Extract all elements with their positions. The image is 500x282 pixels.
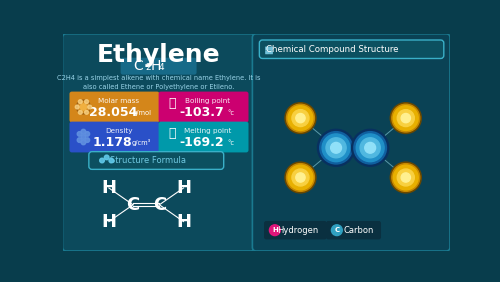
Circle shape [394, 165, 418, 190]
Text: Ethylene: Ethylene [97, 43, 220, 67]
Text: C: C [126, 196, 140, 214]
Circle shape [360, 138, 380, 158]
Circle shape [365, 142, 376, 153]
FancyBboxPatch shape [158, 122, 248, 152]
Text: C: C [334, 227, 340, 233]
Circle shape [85, 138, 89, 142]
Text: 🌡: 🌡 [168, 97, 175, 110]
Text: -169.2: -169.2 [180, 136, 224, 149]
Circle shape [292, 169, 309, 186]
Text: 1.178: 1.178 [93, 136, 132, 149]
Text: 2: 2 [146, 63, 151, 72]
Text: C: C [134, 59, 143, 73]
FancyBboxPatch shape [120, 58, 196, 75]
Circle shape [85, 132, 89, 136]
Text: Melting point: Melting point [184, 128, 232, 134]
Text: Density: Density [105, 128, 132, 134]
Circle shape [286, 164, 314, 191]
FancyBboxPatch shape [264, 221, 327, 239]
Text: H: H [176, 213, 191, 231]
Circle shape [77, 138, 82, 142]
Circle shape [332, 225, 342, 235]
Circle shape [330, 142, 342, 153]
Circle shape [286, 104, 314, 132]
FancyBboxPatch shape [269, 50, 273, 54]
Circle shape [77, 132, 82, 136]
Circle shape [392, 104, 419, 132]
FancyBboxPatch shape [265, 50, 269, 54]
Text: g/cm³: g/cm³ [132, 139, 152, 146]
Circle shape [352, 129, 389, 166]
FancyBboxPatch shape [89, 152, 224, 169]
Circle shape [104, 155, 109, 160]
Circle shape [326, 138, 346, 158]
Text: H: H [102, 213, 116, 231]
Text: -103.7: -103.7 [180, 106, 224, 119]
Circle shape [320, 132, 352, 164]
FancyBboxPatch shape [70, 92, 160, 122]
Text: Carbon: Carbon [344, 226, 374, 235]
Circle shape [80, 104, 86, 110]
Text: Molar mass: Molar mass [98, 98, 139, 104]
Text: C: C [153, 196, 166, 214]
Circle shape [398, 110, 414, 127]
Circle shape [398, 169, 414, 186]
Circle shape [84, 100, 88, 103]
Text: 🌡: 🌡 [168, 127, 175, 140]
Circle shape [390, 103, 422, 133]
Circle shape [81, 135, 86, 139]
Circle shape [76, 105, 79, 109]
FancyBboxPatch shape [62, 34, 254, 251]
Circle shape [392, 164, 419, 191]
Circle shape [78, 100, 82, 103]
Text: H: H [102, 179, 116, 197]
Circle shape [76, 100, 90, 114]
Circle shape [78, 102, 89, 113]
Circle shape [288, 106, 313, 130]
Text: g/mol: g/mol [132, 110, 151, 116]
Circle shape [88, 105, 92, 109]
Circle shape [81, 140, 86, 145]
Text: 4: 4 [158, 63, 164, 72]
Circle shape [285, 162, 316, 193]
Circle shape [285, 103, 316, 133]
Circle shape [84, 110, 88, 114]
FancyBboxPatch shape [269, 47, 273, 50]
Text: Boiling point: Boiling point [185, 98, 230, 104]
Circle shape [401, 173, 410, 182]
FancyBboxPatch shape [260, 40, 444, 58]
Circle shape [296, 173, 305, 182]
Circle shape [81, 129, 86, 134]
Text: Structure Formula: Structure Formula [110, 156, 186, 165]
Circle shape [394, 106, 418, 130]
Text: Hydrogen: Hydrogen [278, 226, 318, 235]
Circle shape [288, 165, 313, 190]
Text: °c: °c [228, 110, 234, 116]
Text: H: H [272, 227, 278, 233]
Circle shape [354, 132, 386, 164]
Circle shape [109, 158, 114, 163]
FancyBboxPatch shape [265, 47, 269, 50]
Circle shape [296, 113, 305, 123]
Text: C2H4 is a simplest alkene with chemical name Ethylene. It is
also called Ethene : C2H4 is a simplest alkene with chemical … [57, 75, 260, 90]
Circle shape [318, 129, 354, 166]
FancyBboxPatch shape [70, 122, 160, 152]
Text: °c: °c [228, 140, 234, 146]
Circle shape [292, 110, 309, 127]
Circle shape [401, 113, 410, 123]
Circle shape [270, 225, 280, 235]
Text: 28.054: 28.054 [88, 106, 137, 119]
Text: H: H [151, 59, 161, 73]
Text: Chemical Compound Structure: Chemical Compound Structure [266, 45, 398, 54]
Circle shape [78, 110, 82, 114]
Circle shape [322, 134, 350, 162]
FancyBboxPatch shape [158, 92, 248, 122]
Circle shape [356, 134, 384, 162]
FancyBboxPatch shape [326, 221, 381, 239]
FancyBboxPatch shape [252, 34, 450, 251]
Text: H: H [176, 179, 191, 197]
Circle shape [100, 158, 104, 163]
Circle shape [390, 162, 422, 193]
